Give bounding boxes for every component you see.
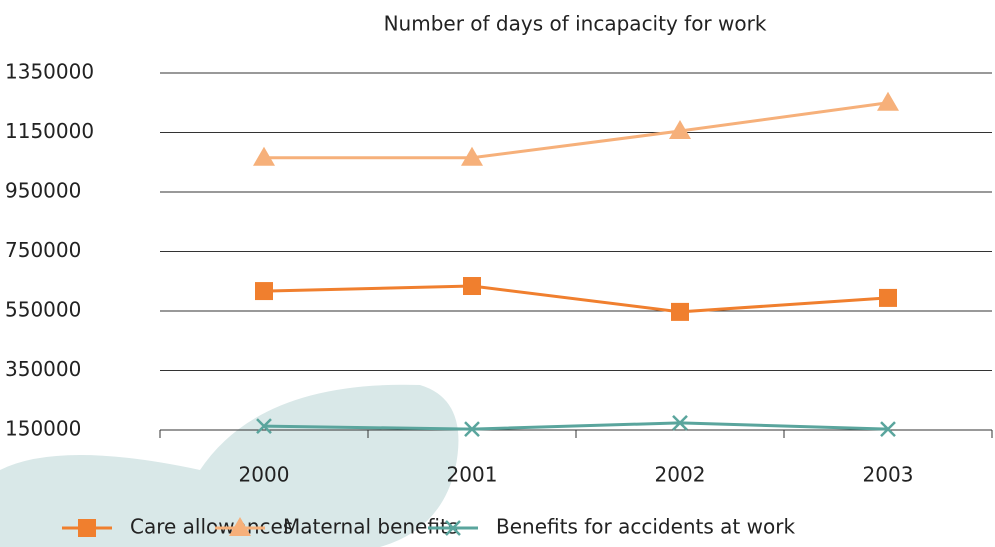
y-tick-label: 750000	[5, 238, 81, 262]
marker	[669, 120, 691, 140]
marker	[879, 288, 897, 307]
x-tick-label: 2000	[239, 463, 290, 487]
marker	[445, 520, 461, 536]
x-tick-label: 2003	[863, 463, 914, 487]
marker	[463, 277, 481, 296]
marker	[671, 302, 689, 321]
x-tick-label: 2002	[655, 463, 706, 487]
background-shape	[0, 384, 459, 547]
marker	[255, 282, 273, 301]
series-line	[263, 421, 889, 431]
legend-label: Care allowances	[130, 515, 293, 539]
y-tick-label: 150000	[5, 417, 81, 441]
marker	[229, 517, 251, 536]
series-line	[264, 101, 889, 160]
y-tick-label: 950000	[5, 179, 81, 203]
y-tick-label: 1350000	[5, 60, 94, 84]
marker	[78, 519, 96, 537]
marker	[464, 421, 480, 437]
marker	[461, 146, 483, 166]
marker	[877, 91, 899, 111]
y-tick-label: 350000	[5, 357, 81, 381]
y-tick-label: 550000	[5, 298, 81, 322]
series-line	[263, 284, 889, 314]
x-tick-label: 2001	[447, 463, 498, 487]
y-tick-label: 1150000	[5, 119, 94, 143]
marker	[256, 418, 272, 435]
marker	[880, 421, 896, 437]
chart-title: Number of days of incapacity for work	[384, 12, 767, 36]
legend-label: Benefits for accidents at work	[496, 515, 795, 539]
marker	[672, 414, 688, 431]
marker	[253, 146, 275, 166]
